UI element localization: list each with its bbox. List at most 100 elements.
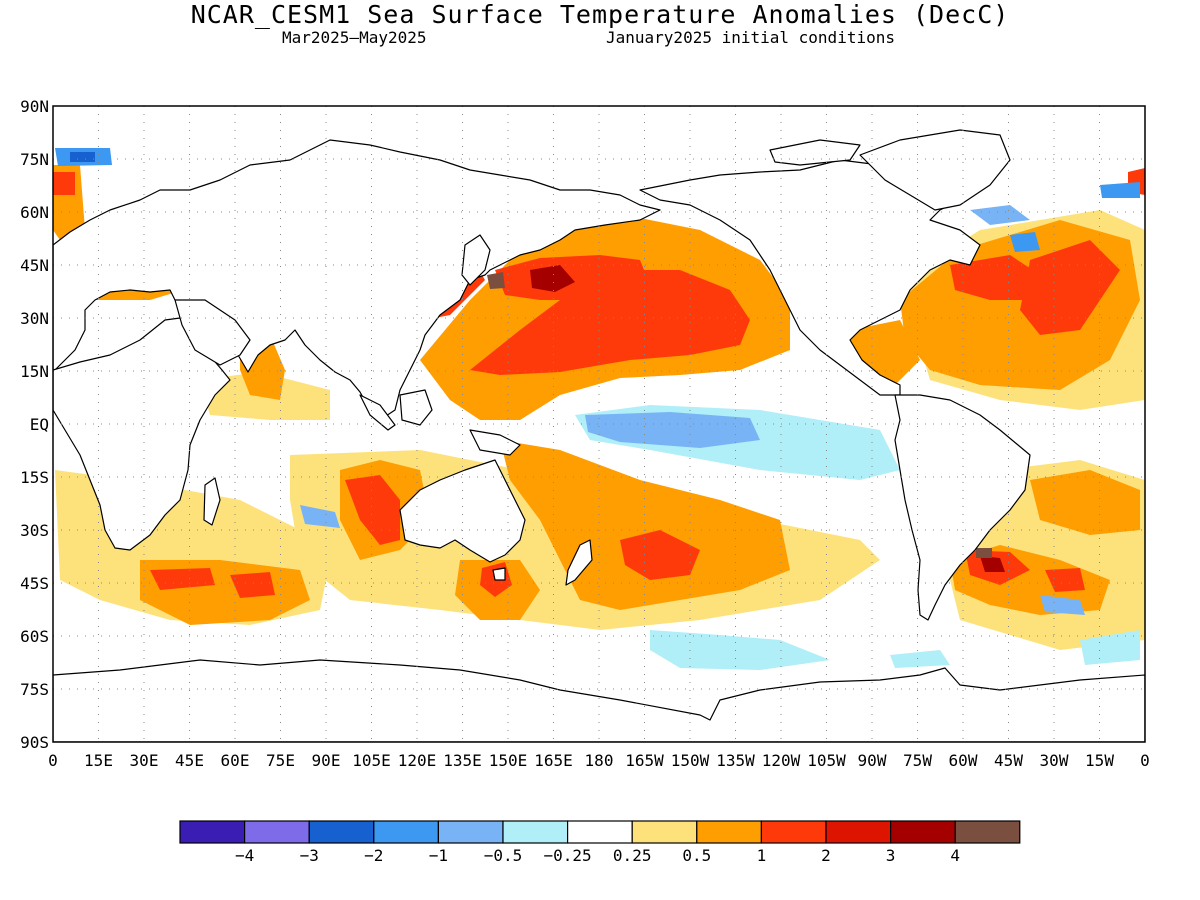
lon-tick-label: 105W: [807, 751, 846, 770]
lat-tick-label: 60N: [20, 203, 49, 222]
lat-tick-label: 75S: [20, 680, 49, 699]
anomaly-patch-gulf-stream-red: [950, 255, 1040, 300]
colorbar-label: 0.5: [682, 846, 711, 865]
colorbar-label: −1: [429, 846, 448, 865]
lon-tick-label: 75W: [903, 751, 932, 770]
land-madagascar: [203, 477, 221, 526]
lon-tick-label: 30E: [130, 751, 159, 770]
land-south-america: [894, 394, 1031, 621]
lon-tick-label: 150E: [489, 751, 528, 770]
lon-tick-label: 90W: [858, 751, 887, 770]
colorbar-label: 3: [886, 846, 896, 865]
lon-tick-label: 60W: [949, 751, 978, 770]
anomaly-patch-japan-brown: [487, 272, 505, 289]
lat-tick-label: 45N: [20, 256, 49, 275]
lat-tick-label: 60S: [20, 627, 49, 646]
land-australia: [399, 459, 526, 563]
anomaly-patch-s-atlantic-lightblue: [1080, 630, 1140, 665]
colorbar-label: 1: [757, 846, 767, 865]
anomaly-patch-e-pacific-blue: [585, 412, 760, 448]
anomaly-patch-s-atlantic-blue: [1040, 595, 1085, 615]
anomaly-patch-s-atlantic-orange: [1030, 470, 1140, 535]
colorbar-swatch: [502, 820, 569, 844]
lon-tick-label: 75E: [266, 751, 295, 770]
colorbar-label: −0.5: [484, 846, 523, 865]
lon-tick-label: 30W: [1040, 751, 1069, 770]
lon-tick-label: 45E: [175, 751, 204, 770]
land-sumatra: [359, 394, 396, 431]
anomaly-patch-kuroshio-darkred: [530, 265, 575, 292]
anomaly-patch-labrador-blue: [970, 205, 1030, 225]
latitude-labels: 90N 75N 60N 45N 30N 15N EQ 15S 30S 45S 60S 75S 90S: [20, 97, 49, 752]
colorbar-swatch: [631, 820, 698, 844]
colorbar-swatch: [308, 820, 375, 844]
lon-tick-label: 165E: [534, 751, 573, 770]
map-title: NCAR_CESM1 Sea Surface Temperature Anoma…: [190, 0, 1010, 29]
colorbar-swatch: [437, 820, 504, 844]
anomaly-patch-n-pacific-red: [470, 270, 750, 375]
lon-tick-label: 135W: [716, 751, 755, 770]
anomaly-patch-greenland-blue: [1010, 232, 1040, 252]
anomaly-patch-arctic-darkblue: [70, 152, 95, 162]
longitude-labels: 0 15E 30E 45E 60E 75E 90E 105E 120E 135E 150E 165E 1…: [48, 751, 1150, 770]
colorbar-swatch: [954, 820, 1021, 844]
land-new-zealand: [565, 539, 593, 586]
colorbar-swatch: [566, 820, 633, 844]
colorbar-label: −2: [364, 846, 383, 865]
anomaly-patch-n-atlantic-red: [1020, 240, 1120, 335]
colorbar-swatch: [179, 820, 246, 844]
anomaly-patch-drake-lightblue: [890, 650, 950, 668]
lat-tick-label: 15N: [20, 362, 49, 381]
colorbar-swatch: [889, 820, 956, 844]
anomaly-patch-kuroshio-red: [495, 255, 650, 300]
lat-tick-label: 45S: [20, 574, 49, 593]
anomaly-patch-southern-ocean-lightblue: [650, 630, 830, 670]
lat-tick-label: EQ: [30, 415, 49, 434]
lat-tick-label: 30N: [20, 309, 49, 328]
colorbar-swatch: [696, 820, 762, 844]
lon-tick-label: 180: [585, 751, 614, 770]
lon-tick-label: 165W: [625, 751, 664, 770]
colorbar-label: 0.25: [613, 846, 652, 865]
lat-tick-label: 90N: [20, 97, 49, 116]
colorbar-swatch: [825, 820, 892, 844]
colorbar-label: 4: [950, 846, 960, 865]
lon-tick-label: 150W: [671, 751, 710, 770]
colorbar-label: −4: [235, 846, 254, 865]
lon-tick-label: 0: [1140, 751, 1150, 770]
land-antarctica: [53, 659, 1145, 742]
land-arabia: [174, 299, 251, 366]
sst-anomaly-field: [53, 129, 1145, 742]
lon-tick-label: 120E: [398, 751, 437, 770]
lon-tick-label: 15W: [1085, 751, 1114, 770]
lon-tick-label: 0: [48, 751, 58, 770]
lat-tick-label: 15S: [20, 468, 49, 487]
lat-tick-label: 90S: [20, 733, 49, 752]
colorbar: −4 −3 −2 −1 −0.5 −0.25 0.25 0.5 1 2 3 4: [179, 820, 1021, 865]
land-layer: [53, 129, 1145, 742]
colorbar-swatch: [760, 820, 827, 844]
colorbar-label: −0.25: [544, 846, 592, 865]
lat-tick-label: 75N: [20, 150, 49, 169]
anomaly-patch-nordic-red: [53, 172, 75, 195]
colorbar-label: −3: [300, 846, 319, 865]
anomaly-patch-s-indian-red-2: [230, 572, 275, 598]
land-borneo: [399, 389, 433, 426]
land-tasmania: [492, 567, 506, 581]
map-plot-area: 90N 75N 60N 45N 30N 15N EQ 15S 30S 45S 60S 75S 90S 0…: [20, 97, 1150, 770]
anomaly-patch-s-atlantic-brown: [976, 548, 992, 558]
lon-tick-label: 120W: [762, 751, 801, 770]
colorbar-swatch: [373, 820, 439, 844]
lat-tick-label: 30S: [20, 521, 49, 540]
map-frame: [52, 105, 1146, 743]
land-africa: [53, 317, 231, 551]
anomaly-patch-s-atlantic-red: [1045, 568, 1085, 592]
lon-tick-label: 15E: [84, 751, 113, 770]
anomaly-patch-sw-atlantic-darkred: [980, 556, 1005, 572]
anomaly-patch-s-indian-blue: [300, 505, 340, 528]
lon-tick-label: 135E: [443, 751, 482, 770]
colorbar-label: 2: [821, 846, 831, 865]
land-new-guinea: [469, 429, 521, 456]
forecast-period: Mar2025–May2025: [282, 28, 427, 47]
